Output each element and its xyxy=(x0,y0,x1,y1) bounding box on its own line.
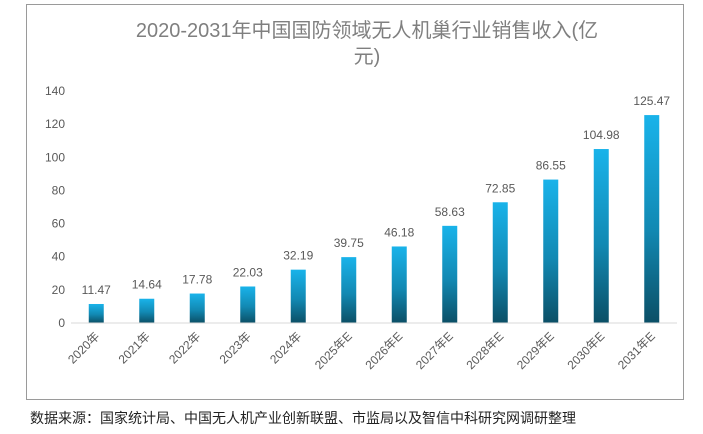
y-tick-label: 40 xyxy=(52,250,66,264)
chart-title-line-2: 元) xyxy=(354,46,381,68)
bar xyxy=(543,179,559,323)
y-tick-label: 80 xyxy=(52,183,66,197)
source-note: 数据来源：国家统计局、中国无人机产业创新联盟、市监局以及智信中科研究网调研整理 xyxy=(30,411,576,427)
y-tick-label: 60 xyxy=(52,217,66,231)
bar xyxy=(644,115,660,324)
bar xyxy=(593,149,609,323)
bar xyxy=(391,246,407,323)
data-label: 32.19 xyxy=(283,249,313,263)
data-label: 86.55 xyxy=(536,159,566,173)
x-tick-label: 2028年E xyxy=(463,329,506,372)
data-label: 58.63 xyxy=(435,205,465,219)
bar xyxy=(88,303,104,323)
data-label: 46.18 xyxy=(384,225,414,239)
x-tick-label: 2026年E xyxy=(362,329,405,372)
bar-chart: 2020-2031年中国国防领域无人机巢行业销售收入(亿 元) 0 20 40 60 8… xyxy=(45,19,677,372)
x-tick-label: 2031年E xyxy=(615,329,658,372)
bar xyxy=(442,225,458,323)
bar xyxy=(189,293,205,323)
bar xyxy=(240,286,256,323)
x-tick-label: 2022年 xyxy=(166,329,203,366)
y-tick-label: 120 xyxy=(45,117,65,131)
data-labels: 11.47 14.64 17.78 22.03 32.19 39.75 46.18 58.63… xyxy=(82,94,671,297)
data-label: 22.03 xyxy=(233,265,263,279)
bar-series xyxy=(88,115,660,324)
x-tick-label: 2025年E xyxy=(312,329,355,372)
x-tick-label: 2023年 xyxy=(217,329,254,366)
bar xyxy=(139,298,155,323)
x-tick-label: 2029年E xyxy=(514,329,557,372)
x-tick-label: 2020年 xyxy=(65,329,102,366)
data-label: 125.47 xyxy=(633,94,670,108)
y-tick-label: 0 xyxy=(58,316,65,330)
x-tick-label: 2027年E xyxy=(413,329,456,372)
y-axis: 0 20 40 60 80 100 120 140 xyxy=(45,84,65,330)
y-tick-label: 20 xyxy=(52,283,66,297)
data-label: 14.64 xyxy=(132,278,162,292)
bar xyxy=(341,257,357,323)
x-tick-label: 2024年 xyxy=(267,329,304,366)
chart-frame: 2020-2031年中国国防领域无人机巢行业销售收入(亿 元) 0 20 40 60 8… xyxy=(26,4,684,400)
chart-title: 2020-2031年中国国防领域无人机巢行业销售收入(亿 元) xyxy=(136,19,598,68)
x-axis: 2020年 2021年 2022年 2023年 2024年 2025年E 2026年E 202… xyxy=(65,322,677,372)
data-label: 39.75 xyxy=(334,236,364,250)
data-label: 104.98 xyxy=(583,128,620,142)
x-tick-label: 2030年E xyxy=(564,329,607,372)
bar xyxy=(492,202,508,323)
data-label: 72.85 xyxy=(485,181,515,195)
y-tick-label: 140 xyxy=(45,84,65,98)
y-tick-label: 100 xyxy=(45,150,65,164)
chart-title-line-1: 2020-2031年中国国防领域无人机巢行业销售收入(亿 xyxy=(136,19,598,42)
data-label: 11.47 xyxy=(82,283,111,297)
data-label: 17.78 xyxy=(182,273,212,287)
bar xyxy=(290,269,306,323)
x-tick-label: 2021年 xyxy=(116,329,153,366)
